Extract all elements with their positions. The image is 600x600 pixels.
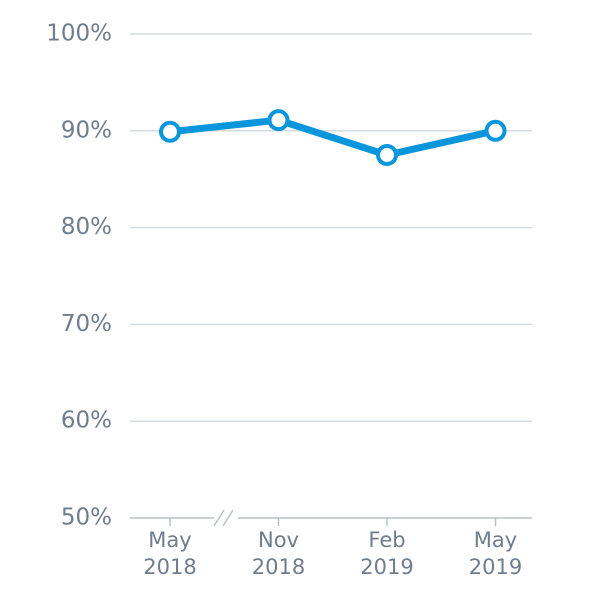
x-tick-label: May 2019: [468, 528, 523, 579]
x-tick-label: Feb 2019: [360, 528, 414, 579]
axis-break: [213, 509, 225, 527]
point: [484, 119, 507, 142]
y-tick-label: 60%: [61, 408, 112, 434]
y-tick-label: 80%: [61, 214, 112, 240]
y-tick-label: 50%: [61, 505, 112, 531]
line: [169, 116, 497, 159]
point: [376, 144, 398, 166]
y-tick-label: 100%: [46, 21, 112, 47]
axis-break-gap: [214, 508, 238, 528]
y-tick-label: 90%: [61, 117, 112, 143]
x-tick-label: Nov 2018: [251, 528, 306, 579]
y-tick-label: 70%: [61, 311, 112, 337]
point: [159, 120, 181, 143]
x-tick-label: May 2018: [143, 528, 197, 579]
axis-break: [222, 509, 234, 527]
point: [267, 109, 290, 132]
